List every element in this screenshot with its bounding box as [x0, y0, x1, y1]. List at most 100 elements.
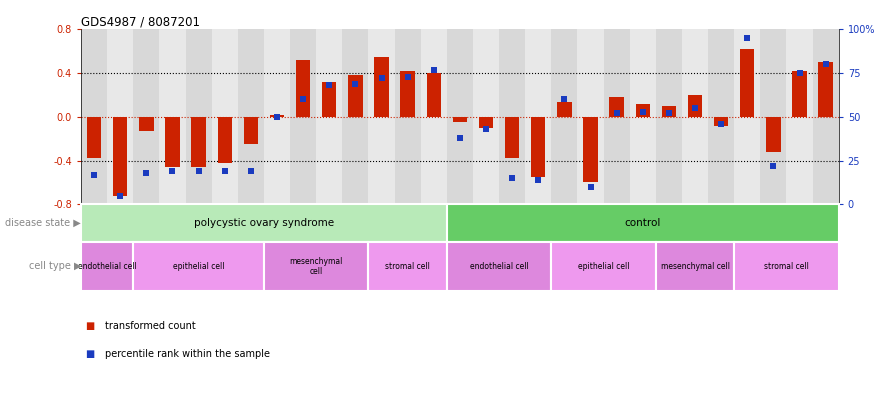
Bar	[81, 242, 133, 291]
Point	[818, 61, 833, 68]
Point	[296, 96, 310, 103]
Point	[793, 70, 807, 76]
Bar	[447, 242, 552, 291]
Bar	[166, 117, 180, 167]
Bar	[655, 29, 682, 204]
Point	[714, 121, 729, 127]
Bar	[139, 117, 153, 131]
Text: transformed count: transformed count	[105, 321, 196, 331]
Text: epithelial cell: epithelial cell	[173, 262, 225, 271]
Bar	[107, 29, 133, 204]
Bar	[270, 115, 285, 117]
Bar	[708, 29, 734, 204]
Bar	[244, 117, 258, 144]
Bar	[211, 29, 238, 204]
Point	[401, 73, 415, 80]
Bar	[368, 242, 447, 291]
Bar	[635, 104, 650, 117]
Bar	[734, 242, 839, 291]
Point	[270, 114, 284, 120]
Bar	[662, 106, 676, 117]
Bar	[505, 117, 519, 158]
Point	[505, 175, 519, 181]
Bar	[479, 117, 493, 128]
Bar	[688, 95, 702, 117]
Text: ■: ■	[85, 321, 94, 331]
Point	[558, 96, 572, 103]
Bar	[812, 29, 839, 204]
Bar	[348, 75, 363, 117]
Point	[139, 170, 153, 176]
Point	[610, 110, 624, 117]
Bar	[531, 117, 545, 177]
Bar	[499, 29, 525, 204]
Point	[531, 177, 545, 183]
Bar	[610, 97, 624, 117]
Point	[348, 81, 362, 87]
Bar	[368, 29, 395, 204]
Bar	[714, 117, 729, 126]
Point	[766, 163, 781, 169]
Bar	[630, 29, 655, 204]
Text: disease state ▶: disease state ▶	[5, 218, 81, 228]
Bar	[87, 117, 101, 158]
Bar	[113, 117, 128, 196]
Bar	[81, 204, 447, 242]
Point	[583, 184, 597, 190]
Text: cell type ▶: cell type ▶	[28, 261, 81, 271]
Bar	[577, 29, 603, 204]
Bar	[453, 117, 467, 122]
Point	[374, 75, 389, 82]
Bar	[401, 71, 415, 117]
Bar	[583, 117, 597, 182]
Bar	[322, 82, 337, 117]
Bar	[290, 29, 316, 204]
Bar	[159, 29, 186, 204]
Bar	[787, 29, 812, 204]
Text: mesenchymal cell: mesenchymal cell	[661, 262, 729, 271]
Text: epithelial cell: epithelial cell	[578, 262, 629, 271]
Bar	[682, 29, 708, 204]
Bar	[603, 29, 630, 204]
Bar	[133, 29, 159, 204]
Bar	[264, 29, 290, 204]
Text: endothelial cell: endothelial cell	[470, 262, 529, 271]
Bar	[552, 242, 655, 291]
Point	[191, 168, 205, 174]
Bar	[655, 242, 734, 291]
Text: endothelial cell: endothelial cell	[78, 262, 137, 271]
Point	[113, 193, 127, 199]
Bar	[766, 117, 781, 152]
Bar	[81, 29, 107, 204]
Bar	[374, 57, 389, 117]
Bar	[792, 71, 807, 117]
Bar	[343, 29, 368, 204]
Bar	[316, 29, 343, 204]
Bar	[818, 62, 833, 117]
Bar	[557, 102, 572, 117]
Text: GDS4987 / 8087201: GDS4987 / 8087201	[81, 15, 200, 28]
Point	[662, 110, 676, 117]
Bar	[296, 60, 310, 117]
Text: percentile rank within the sample: percentile rank within the sample	[105, 349, 270, 359]
Point	[244, 168, 258, 174]
Bar	[395, 29, 421, 204]
Point	[479, 126, 493, 132]
Bar	[525, 29, 552, 204]
Point	[322, 82, 337, 88]
Text: polycystic ovary syndrome: polycystic ovary syndrome	[194, 218, 334, 228]
Bar	[740, 49, 754, 117]
Bar	[421, 29, 447, 204]
Point	[453, 135, 467, 141]
Bar	[760, 29, 787, 204]
Bar	[264, 242, 368, 291]
Text: stromal cell: stromal cell	[764, 262, 809, 271]
Bar	[473, 29, 499, 204]
Bar	[447, 29, 473, 204]
Point	[636, 108, 650, 115]
Bar	[426, 73, 440, 117]
Text: stromal cell: stromal cell	[385, 262, 430, 271]
Point	[87, 171, 101, 178]
Bar	[734, 29, 760, 204]
Bar	[238, 29, 264, 204]
